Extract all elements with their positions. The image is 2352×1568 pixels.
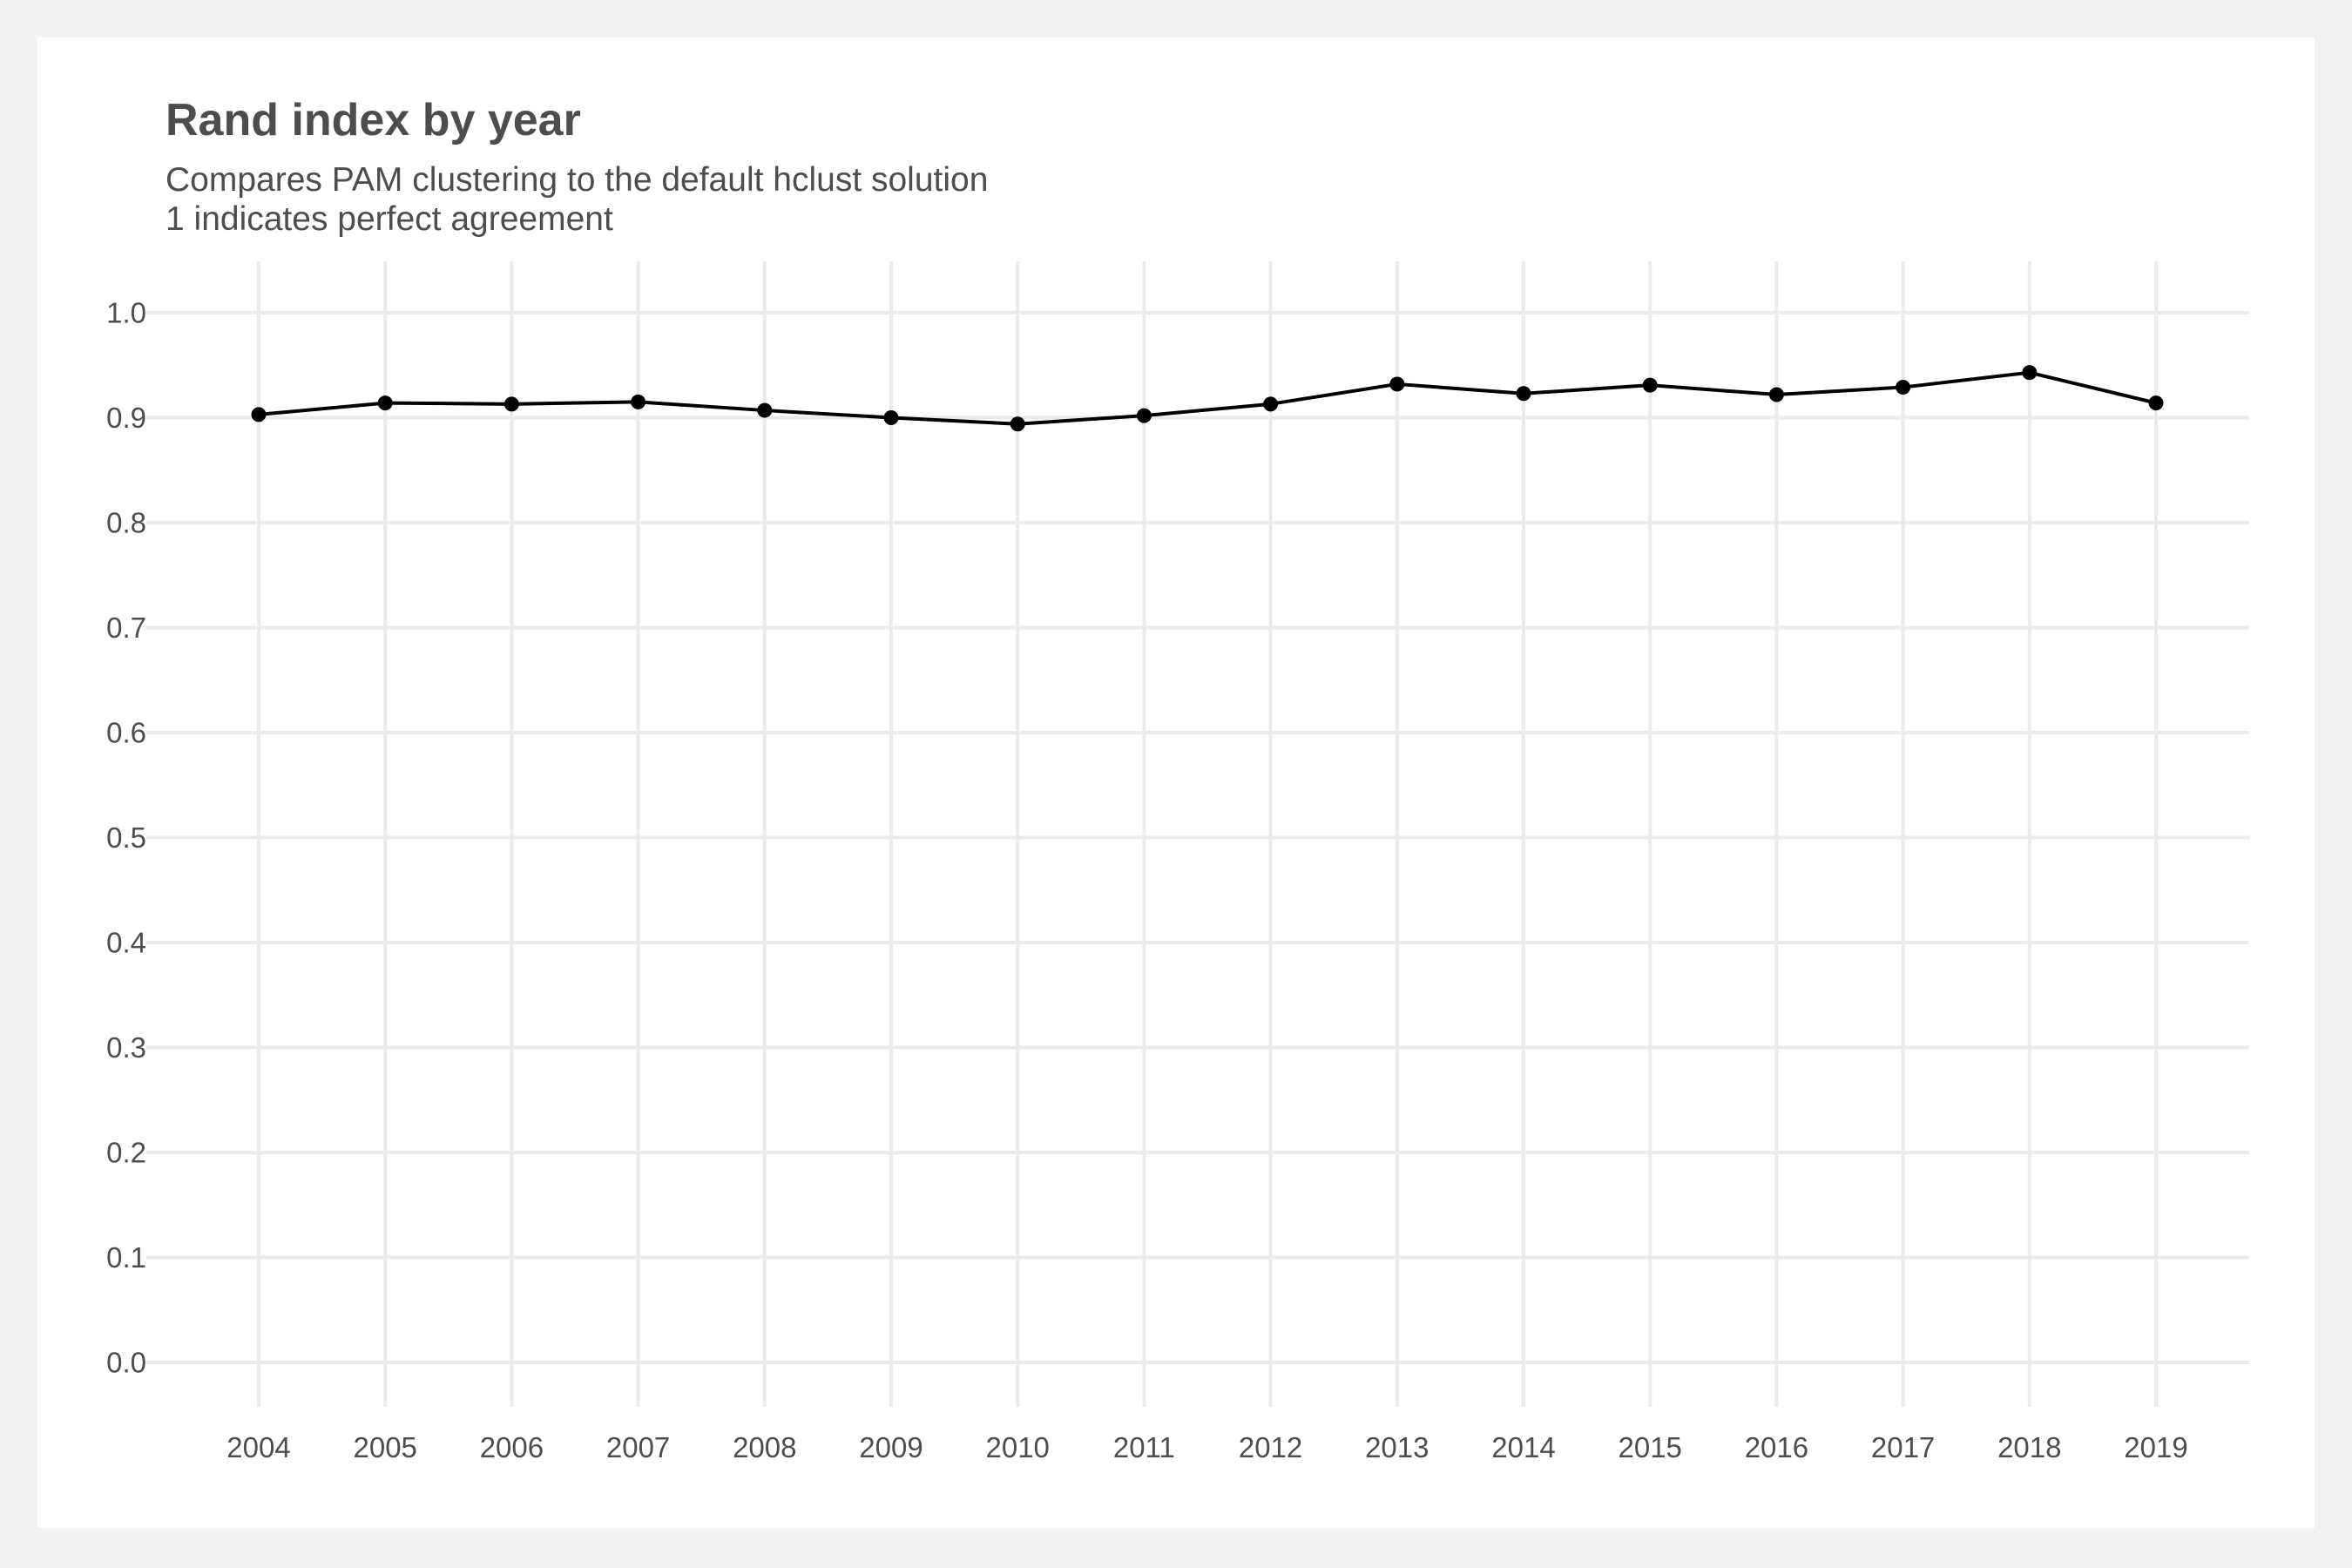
y-tick-label: 0.5 (106, 821, 146, 854)
y-tick-label: 0.6 (106, 717, 146, 749)
data-point (883, 410, 899, 425)
x-tick-label: 2004 (226, 1431, 290, 1463)
y-tick-label: 0.2 (106, 1137, 146, 1169)
y-tick-label: 1.0 (106, 297, 146, 329)
data-point (251, 407, 267, 422)
data-point (504, 396, 519, 412)
y-axis: 0.0 0.1 0.2 0.3 0.4 0.5 0.6 0.7 0.8 0.9 1.0 (106, 297, 146, 1379)
x-tick-label: 2013 (1365, 1431, 1429, 1463)
data-point (1010, 416, 1025, 432)
data-point (631, 394, 646, 409)
data-point (1263, 396, 1279, 412)
data-point (1389, 376, 1405, 392)
x-tick-label: 2005 (353, 1431, 416, 1463)
y-tick-label: 0.9 (106, 402, 146, 434)
x-axis: 2004 2005 2006 2007 2008 2009 2010 2011 2012 2013… (226, 1431, 2187, 1463)
x-tick-label: 2014 (1491, 1431, 1555, 1463)
x-tick-label: 2017 (1871, 1431, 1935, 1463)
x-tick-label: 2006 (480, 1431, 544, 1463)
y-tick-label: 0.0 (106, 1347, 146, 1379)
x-tick-label: 2007 (606, 1431, 670, 1463)
grid-lines (146, 261, 2249, 1407)
data-point (757, 402, 773, 418)
data-point (1516, 386, 1531, 402)
x-tick-label: 2010 (985, 1431, 1049, 1463)
data-point (2022, 365, 2038, 381)
y-tick-label: 0.1 (106, 1241, 146, 1274)
chart-title: Rand index by year (166, 95, 581, 145)
x-tick-label: 2019 (2124, 1431, 2187, 1463)
y-tick-label: 0.8 (106, 507, 146, 539)
y-tick-label: 0.7 (106, 612, 146, 644)
series-line (258, 370, 2157, 426)
y-tick-label: 0.4 (106, 927, 146, 959)
data-point (1136, 408, 1152, 423)
data-point (1768, 387, 1784, 402)
data-point (1642, 377, 1658, 393)
x-tick-label: 2016 (1745, 1431, 1808, 1463)
data-point (2148, 395, 2164, 411)
y-tick-label: 0.3 (106, 1031, 146, 1064)
data-point (377, 395, 393, 411)
x-tick-label: 2018 (1997, 1431, 2061, 1463)
chart-panel (37, 37, 2315, 1528)
x-tick-label: 2009 (859, 1431, 923, 1463)
data-point (1896, 380, 1911, 395)
chart-subtitle-line-1: Compares PAM clustering to the default h… (166, 161, 989, 199)
series-layer (251, 365, 2164, 432)
x-tick-label: 2015 (1618, 1431, 1681, 1463)
chart-subtitle-line-2: 1 indicates perfect agreement (166, 200, 613, 238)
x-tick-label: 2011 (1113, 1431, 1175, 1463)
x-tick-label: 2012 (1239, 1431, 1302, 1463)
x-tick-label: 2008 (733, 1431, 796, 1463)
